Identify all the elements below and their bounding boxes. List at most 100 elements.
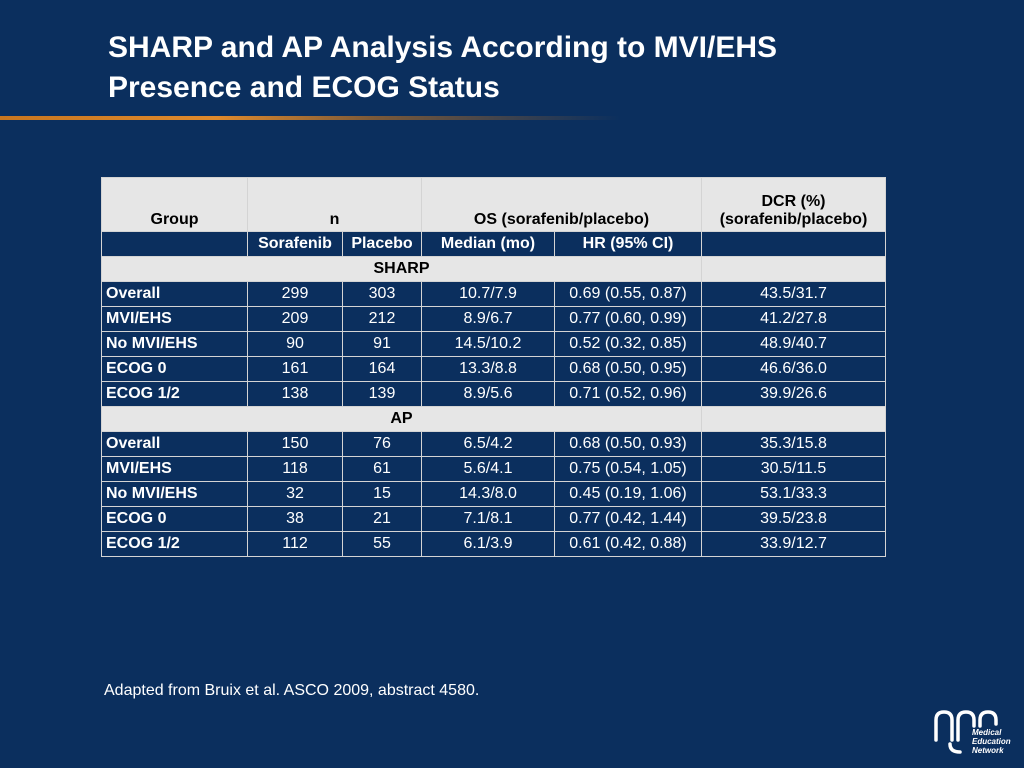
cell-sorafenib: 32 — [247, 481, 343, 507]
table-row: MVI/EHS 209 212 8.9/6.7 0.77 (0.60, 0.99) 41.… — [101, 306, 886, 332]
cell-group: Overall — [101, 281, 248, 307]
header-dcr-line2: (sorafenib/placebo) — [719, 211, 868, 228]
cell-group: No MVI/EHS — [101, 481, 248, 507]
subheader-placebo: Placebo — [342, 231, 422, 257]
cell-group: ECOG 1/2 — [101, 381, 248, 407]
table-row: ECOG 0 38 21 7.1/8.1 0.77 (0.42, 1.44) 39.5/2… — [101, 506, 886, 532]
cell-median: 7.1/8.1 — [421, 506, 555, 532]
cell-median: 6.1/3.9 — [421, 531, 555, 557]
table-row: No MVI/EHS 32 15 14.3/8.0 0.45 (0.19, 1.06) 5… — [101, 481, 886, 507]
cell-hr: 0.61 (0.42, 0.88) — [554, 531, 702, 557]
cell-dcr: 48.9/40.7 — [701, 331, 886, 357]
cell-sorafenib: 161 — [247, 356, 343, 382]
source-footnote: Adapted from Bruix et al. ASCO 2009, abs… — [104, 682, 480, 699]
logo-mark-icon — [934, 710, 998, 754]
cell-placebo: 76 — [342, 431, 422, 457]
subheader-sorafenib: Sorafenib — [247, 231, 343, 257]
cell-dcr: 35.3/15.8 — [701, 431, 886, 457]
subheader-median: Median (mo) — [421, 231, 555, 257]
table-row: Overall 299 303 10.7/7.9 0.69 (0.55, 0.87) 43… — [101, 281, 886, 307]
cell-group: ECOG 0 — [101, 356, 248, 382]
cell-sorafenib: 299 — [247, 281, 343, 307]
cell-dcr: 30.5/11.5 — [701, 456, 886, 482]
cell-hr: 0.52 (0.32, 0.85) — [554, 331, 702, 357]
cell-hr: 0.77 (0.60, 0.99) — [554, 306, 702, 332]
cell-dcr: 43.5/31.7 — [701, 281, 886, 307]
medical-education-network-logo: Medical Education Network — [930, 706, 1018, 762]
results-table: Group n OS (sorafenib/placebo) DCR (%) (… — [101, 177, 886, 557]
subheader-row: Sorafenib Placebo Median (mo) HR (95% CI… — [101, 231, 886, 257]
cell-sorafenib: 90 — [247, 331, 343, 357]
cell-sorafenib: 150 — [247, 431, 343, 457]
cell-placebo: 91 — [342, 331, 422, 357]
header-dcr-line1: DCR (%) — [761, 193, 826, 210]
subheader-blank-right — [701, 231, 886, 257]
table-row: ECOG 0 161 164 13.3/8.8 0.68 (0.50, 0.95) 46.… — [101, 356, 886, 382]
cell-hr: 0.71 (0.52, 0.96) — [554, 381, 702, 407]
cell-dcr: 41.2/27.8 — [701, 306, 886, 332]
table-row: ECOG 1/2 112 55 6.1/3.9 0.61 (0.42, 0.88) 33.… — [101, 531, 886, 557]
logo-text-line2: Education — [972, 737, 1011, 746]
cell-median: 8.9/5.6 — [421, 381, 555, 407]
table-row: ECOG 1/2 138 139 8.9/5.6 0.71 (0.52, 0.96) 39… — [101, 381, 886, 407]
cell-sorafenib: 138 — [247, 381, 343, 407]
slide-title: SHARP and AP Analysis According to MVI/E… — [108, 28, 988, 108]
header-dcr: DCR (%) (sorafenib/placebo) — [701, 177, 886, 232]
cell-group: MVI/EHS — [101, 456, 248, 482]
section-row: AP — [101, 406, 886, 432]
cell-hr: 0.68 (0.50, 0.93) — [554, 431, 702, 457]
cell-dcr: 46.6/36.0 — [701, 356, 886, 382]
header-group: Group — [101, 177, 248, 232]
cell-placebo: 212 — [342, 306, 422, 332]
title-accent-bar — [0, 116, 620, 120]
slide-title-line1: SHARP and AP Analysis According to MVI/E… — [108, 31, 778, 64]
cell-median: 14.5/10.2 — [421, 331, 555, 357]
cell-dcr: 39.9/26.6 — [701, 381, 886, 407]
cell-placebo: 55 — [342, 531, 422, 557]
cell-hr: 0.68 (0.50, 0.95) — [554, 356, 702, 382]
cell-placebo: 164 — [342, 356, 422, 382]
cell-dcr: 39.5/23.8 — [701, 506, 886, 532]
section-label: AP — [101, 406, 702, 432]
cell-group: MVI/EHS — [101, 306, 248, 332]
section-label: SHARP — [101, 256, 702, 282]
section-label-blank — [701, 256, 886, 282]
cell-dcr: 33.9/12.7 — [701, 531, 886, 557]
subheader-blank-left — [101, 231, 248, 257]
cell-sorafenib: 118 — [247, 456, 343, 482]
cell-median: 10.7/7.9 — [421, 281, 555, 307]
header-row: Group n OS (sorafenib/placebo) DCR (%) (… — [101, 177, 886, 232]
cell-placebo: 303 — [342, 281, 422, 307]
cell-median: 5.6/4.1 — [421, 456, 555, 482]
subheader-hr: HR (95% CI) — [554, 231, 702, 257]
cell-group: Overall — [101, 431, 248, 457]
cell-median: 6.5/4.2 — [421, 431, 555, 457]
cell-placebo: 61 — [342, 456, 422, 482]
section-label-blank — [701, 406, 886, 432]
cell-median: 8.9/6.7 — [421, 306, 555, 332]
cell-placebo: 15 — [342, 481, 422, 507]
table-row: Overall 150 76 6.5/4.2 0.68 (0.50, 0.93) 35.3… — [101, 431, 886, 457]
cell-placebo: 21 — [342, 506, 422, 532]
logo-text: Medical Education Network — [972, 728, 1011, 755]
slide-title-line2: Presence and ECOG Status — [108, 71, 500, 104]
cell-hr: 0.75 (0.54, 1.05) — [554, 456, 702, 482]
cell-placebo: 139 — [342, 381, 422, 407]
cell-dcr: 53.1/33.3 — [701, 481, 886, 507]
cell-sorafenib: 112 — [247, 531, 343, 557]
cell-sorafenib: 209 — [247, 306, 343, 332]
cell-group: ECOG 1/2 — [101, 531, 248, 557]
header-n: n — [247, 177, 422, 232]
cell-hr: 0.69 (0.55, 0.87) — [554, 281, 702, 307]
cell-hr: 0.45 (0.19, 1.06) — [554, 481, 702, 507]
section-row: SHARP — [101, 256, 886, 282]
logo-text-line3: Network — [972, 746, 1004, 755]
table-row: No MVI/EHS 90 91 14.5/10.2 0.52 (0.32, 0.85)… — [101, 331, 886, 357]
cell-group: ECOG 0 — [101, 506, 248, 532]
cell-hr: 0.77 (0.42, 1.44) — [554, 506, 702, 532]
header-os: OS (sorafenib/placebo) — [421, 177, 702, 232]
cell-group: No MVI/EHS — [101, 331, 248, 357]
table-row: MVI/EHS 118 61 5.6/4.1 0.75 (0.54, 1.05) 30.5… — [101, 456, 886, 482]
cell-median: 14.3/8.0 — [421, 481, 555, 507]
logo-text-line1: Medical — [972, 728, 1002, 737]
